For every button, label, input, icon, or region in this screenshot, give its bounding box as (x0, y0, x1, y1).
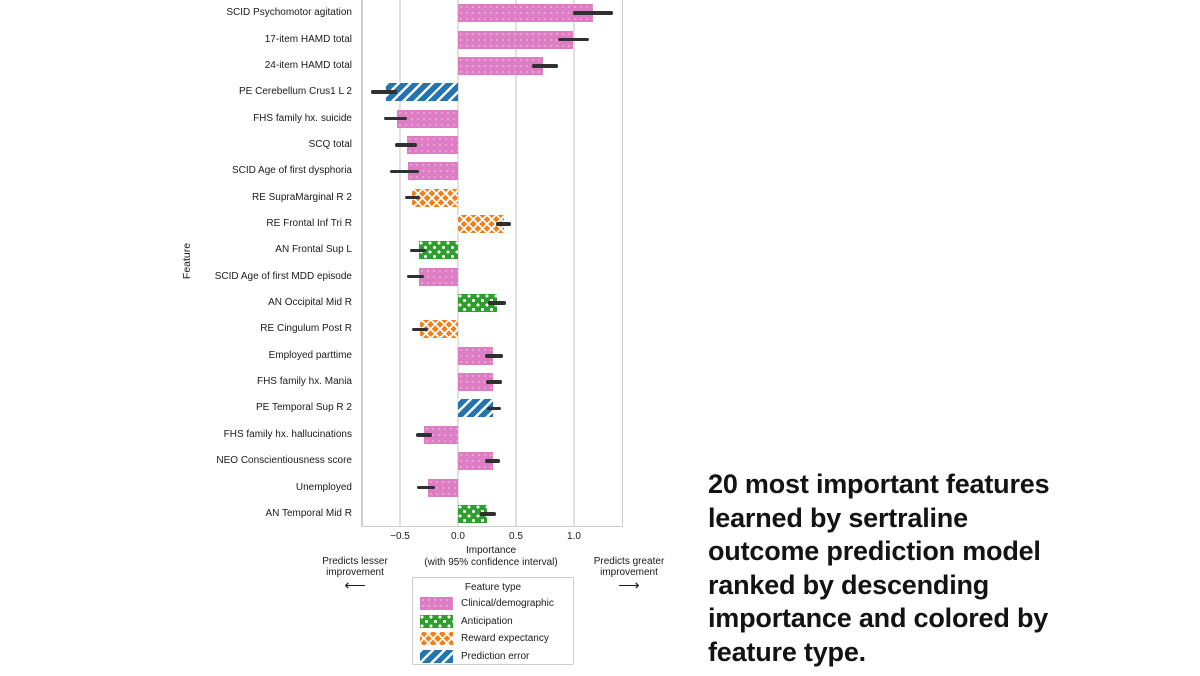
legend-items: Clinical/demographic Anticipation Reward e… (413, 595, 573, 665)
bar (424, 425, 458, 444)
legend-item: Reward expectancy (413, 630, 573, 648)
annotation-lesser-text: Predicts lesser improvement (322, 556, 388, 578)
bar (396, 109, 458, 128)
legend-item-label: Anticipation (461, 615, 513, 627)
y-tick-label: FHS family hx. hallucinations (223, 428, 352, 440)
y-tick-label: PE Temporal Sup R 2 (256, 402, 352, 414)
ci-errorbar (389, 169, 419, 174)
legend-box: Feature type Clinical/demographic Anticip… (412, 577, 574, 665)
y-tick-label: 24-item HAMD total (264, 59, 352, 71)
ci-errorbar (416, 433, 433, 437)
gridline (399, 0, 401, 526)
x-tick-label: −0.5 (390, 531, 410, 542)
bar (419, 320, 458, 339)
bar (418, 241, 458, 260)
y-tick-label: SCID Psychomotor agitation (226, 7, 352, 19)
bar (458, 56, 543, 75)
axis-right-spine (621, 0, 623, 527)
ci-errorbar (572, 11, 614, 15)
annotation-greater-text: Predicts greater improvement (593, 556, 665, 578)
axis-bottom-spine (361, 525, 623, 527)
y-tick-label: FHS family hx. suicide (253, 112, 352, 124)
x-tick-label: 0.5 (509, 531, 523, 542)
bar (411, 188, 458, 207)
bar (458, 504, 487, 523)
legend-item: Anticipation (413, 613, 573, 631)
ci-errorbar (417, 485, 435, 490)
ci-errorbar (395, 143, 418, 147)
ci-errorbar (485, 380, 503, 384)
gridline (457, 0, 459, 526)
bar (458, 346, 493, 365)
bar (458, 294, 498, 313)
y-tick-label: Unemployed (295, 481, 352, 493)
y-tick-label: Employed parttime (268, 349, 352, 361)
ci-errorbar (406, 274, 425, 279)
y-tick-label: AN Temporal Mid R (265, 507, 352, 519)
bar (418, 267, 458, 286)
legend-item-label: Prediction error (461, 650, 530, 662)
ci-errorbar (488, 301, 506, 305)
x-tick-label: 0.0 (451, 531, 465, 542)
y-tick-label: SCID Age of first MDD episode (214, 270, 352, 282)
bar (458, 452, 493, 471)
legend-swatch (420, 614, 453, 628)
bar-chart-plot (361, 0, 623, 527)
ci-errorbar (411, 327, 428, 332)
legend-item-label: Clinical/demographic (461, 598, 554, 610)
y-tick-label: RE SupraMarginal R 2 (251, 191, 352, 203)
bar (427, 478, 458, 497)
ci-errorbar (484, 459, 500, 463)
y-tick-label: PE Cerebellum Crus1 L 2 (238, 86, 352, 98)
y-tick-label: 17-item HAMD total (264, 33, 352, 45)
y-tick-label: AN Occipital Mid R (268, 297, 352, 309)
bar (386, 83, 458, 102)
y-tick-label: NEO Conscientiousness score (216, 455, 352, 467)
bar (408, 162, 458, 181)
ci-errorbar (557, 37, 590, 42)
y-tick-label: SCID Age of first dysphoria (231, 165, 352, 177)
ci-errorbar (480, 512, 497, 516)
ci-errorbar (487, 406, 501, 411)
ci-errorbar (410, 248, 426, 253)
x-tick-label: 1.0 (567, 531, 581, 542)
ci-errorbar (383, 116, 407, 121)
ci-errorbar (532, 64, 558, 68)
axis-left-spine (361, 0, 363, 527)
left-arrow-icon: ⟵ (344, 577, 366, 594)
y-tick-label: RE Cingulum Post R (260, 323, 352, 335)
annotation-lesser-improvement: Predicts lesser improvement ⟵ (300, 545, 410, 603)
annotation-greater-improvement: Predicts greater improvement ⟶ (574, 545, 684, 603)
legend-swatch (420, 597, 453, 611)
bar (458, 4, 593, 23)
right-arrow-icon: ⟶ (618, 577, 640, 594)
legend-item-label: Reward expectancy (461, 633, 549, 645)
ci-errorbar (496, 222, 512, 226)
bar (458, 399, 493, 418)
gridline (515, 0, 517, 526)
ci-errorbar (484, 353, 504, 358)
y-tick-label: SCQ total (308, 138, 352, 150)
figure-caption: 20 most important features learned by se… (708, 469, 1050, 667)
y-tick-label: RE Frontal Inf Tri R (266, 218, 352, 229)
ci-errorbar (371, 90, 397, 95)
y-axis-title: Feature (181, 242, 193, 280)
gridline (573, 0, 575, 526)
bar (406, 135, 458, 154)
bar (458, 30, 573, 49)
legend-item: Clinical/demographic (413, 595, 573, 613)
legend-swatch (420, 649, 453, 663)
legend-title: Feature type (464, 582, 522, 593)
bar (458, 373, 493, 392)
y-tick-label: FHS family hx. Mania (256, 376, 352, 388)
bar (458, 215, 505, 233)
ci-errorbar (404, 195, 420, 200)
y-tick-label: AN Frontal Sup L (275, 244, 352, 256)
legend-swatch (420, 632, 453, 646)
legend-item: Prediction error (413, 648, 573, 666)
x-axis-title: Importance (with 95% confidence interval… (424, 545, 558, 568)
